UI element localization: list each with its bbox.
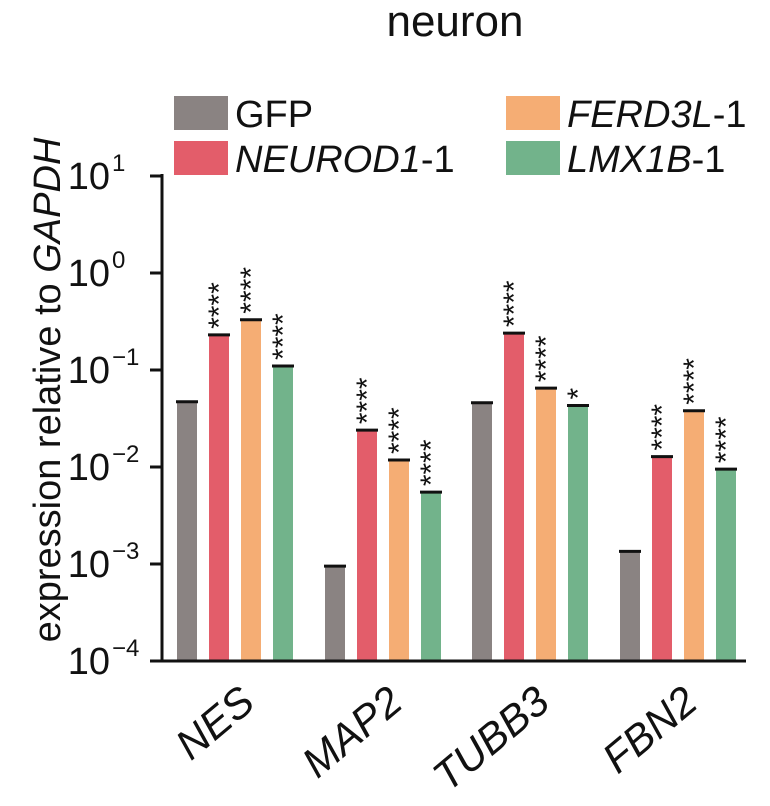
- y-axis-label-italic: GAPDH: [27, 137, 69, 273]
- legend-label: FERD3L-1: [567, 94, 747, 136]
- legend-swatch: [506, 141, 560, 175]
- bars: **** ************************************…: [176, 267, 743, 661]
- bar: [273, 365, 293, 661]
- y-tick-exponent: 0: [112, 247, 125, 274]
- bar: [652, 456, 672, 661]
- y-tick-exponent: −1: [112, 344, 139, 371]
- bar: [504, 333, 524, 661]
- significance-label: ****: [351, 377, 384, 424]
- legend-swatch: [174, 96, 228, 130]
- bar: [472, 402, 492, 661]
- bar: [620, 551, 640, 661]
- significance-label: ****: [383, 407, 416, 454]
- y-tick-label: 10: [68, 253, 110, 295]
- bar: [389, 460, 409, 661]
- bar: [536, 388, 556, 661]
- significance-label: ****: [235, 267, 268, 314]
- significance-label: *: [562, 388, 595, 400]
- y-tick-exponent: −3: [112, 538, 139, 565]
- y-tick-exponent: 1: [112, 150, 125, 177]
- bar: [357, 430, 377, 661]
- legend-label: GFP: [235, 94, 313, 136]
- significance-label: ****: [498, 280, 531, 327]
- x-tick-label: NES: [166, 677, 262, 769]
- x-tick-label: TUBB3: [424, 677, 558, 800]
- y-tick-exponent: −2: [112, 441, 139, 468]
- significance-label: ****: [203, 282, 236, 329]
- y-axis-label: expression relative to GAPDH: [27, 137, 69, 642]
- y-tick-exponent: −4: [112, 635, 139, 662]
- significance-label: ****: [678, 358, 711, 405]
- bar: [325, 566, 345, 661]
- legend-label: NEUROD1-1: [235, 139, 455, 181]
- bar: [209, 334, 229, 661]
- significance-label: ****: [415, 439, 448, 486]
- bar: [568, 405, 588, 661]
- significance-label: ****: [646, 404, 679, 451]
- y-tick-label: 10: [68, 544, 110, 586]
- y-tick-label: 10: [68, 350, 110, 392]
- bar: [684, 410, 704, 661]
- bar: [421, 492, 441, 661]
- y-tick-label: 10: [68, 641, 110, 683]
- bar: [177, 401, 197, 661]
- significance-label: ****: [267, 313, 300, 360]
- chart-title: neuron: [386, 0, 523, 46]
- x-tick-label: MAP2: [293, 677, 411, 787]
- bar: [716, 469, 736, 661]
- legend-swatch: [506, 96, 560, 130]
- legend-label: LMX1B-1: [567, 139, 725, 181]
- y-tick-label: 10: [68, 156, 110, 198]
- significance-label: ****: [710, 416, 743, 463]
- bar: [241, 319, 261, 661]
- legend-swatch: [174, 141, 228, 175]
- y-tick-label: 10: [68, 447, 110, 489]
- significance-label: ****: [530, 335, 563, 382]
- y-axis-label-prefix: expression relative to: [27, 273, 69, 643]
- x-tick-label: FBN2: [593, 677, 705, 782]
- x-axis: NES MAP2 TUBB3 FBN2: [160, 659, 746, 800]
